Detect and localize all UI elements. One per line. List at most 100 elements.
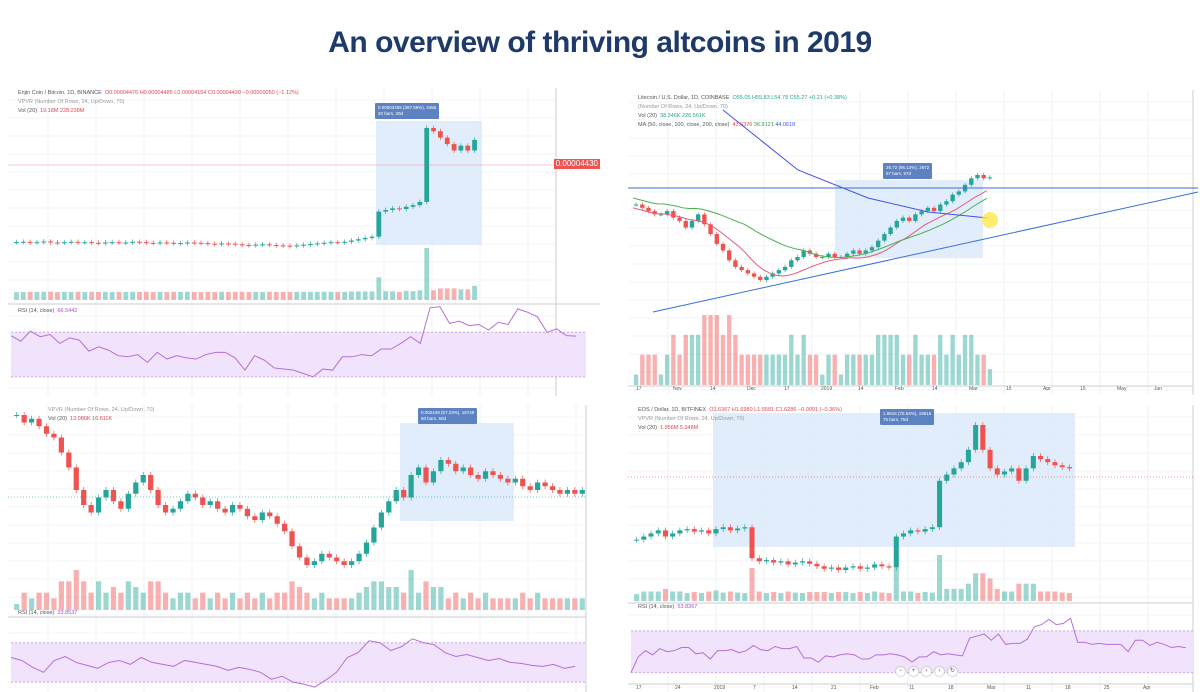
rsi-label[interactable]: RSI (14, close) [18, 610, 55, 616]
candle [89, 242, 95, 244]
volume-bar [652, 354, 657, 385]
volume-bar [226, 292, 231, 300]
chart-panel-bottom-left[interactable]: VPVR (Number Of Rows, 24, Up/Down, 70) V… [8, 405, 600, 692]
volume-bar [137, 292, 142, 300]
time-tick: Apr [1143, 685, 1151, 691]
volume-bar [876, 334, 881, 385]
candle [321, 242, 327, 244]
volume-bar [468, 592, 474, 610]
candle [893, 536, 899, 568]
candle [708, 224, 713, 235]
candle [289, 531, 295, 547]
volume-bar [564, 598, 571, 610]
candle [171, 242, 177, 244]
candle [438, 460, 444, 472]
chart-canvas[interactable] [628, 405, 1198, 692]
candle [505, 478, 511, 483]
chart-canvas[interactable] [8, 405, 600, 692]
rsi-band [11, 642, 586, 683]
chart-canvas[interactable] [628, 90, 1198, 395]
volume-bar [882, 334, 887, 385]
candle [348, 561, 355, 565]
candle [564, 490, 571, 494]
volume-bar [378, 581, 384, 610]
reset-button[interactable]: ↻ [948, 667, 957, 676]
zoom-out-button[interactable]: − [896, 667, 905, 676]
vol-label[interactable]: Vol (20) [18, 108, 37, 114]
volume-bar [683, 334, 688, 385]
time-tick: 17 [784, 386, 790, 392]
symbol-title[interactable]: EOS / Dollar, 1D, BITFINEX [638, 407, 707, 413]
vol-label[interactable]: Vol (20) [48, 416, 67, 422]
rsi-line [10, 638, 576, 688]
candle [813, 253, 819, 258]
candle [162, 505, 169, 513]
chart-canvas[interactable] [8, 88, 600, 396]
candle [720, 527, 726, 530]
volume-bar [893, 568, 899, 601]
volume-bar [267, 291, 272, 300]
vol-label[interactable]: Vol (20) [638, 113, 657, 119]
rsi-label[interactable]: RSI (14, close) [638, 604, 675, 610]
volume-bar [1009, 591, 1015, 601]
volume-bar [950, 334, 955, 385]
range-change: 26.72 (96.13%), 2672 [886, 165, 930, 170]
volume-bar [735, 592, 741, 601]
candle [96, 242, 101, 244]
candle [751, 273, 757, 277]
rsi-label[interactable]: RSI (14, close) [18, 308, 55, 314]
candle [451, 144, 457, 151]
volume-bar [140, 592, 146, 610]
vpvr-label[interactable]: VPVR (Number Of Rows, 24, Up/Down, 70) [18, 99, 125, 105]
vpvr-label[interactable]: VPVR (Number Of Rows, 24, Up/Down, 70) [638, 416, 745, 422]
chart-panel-enjin-btc[interactable]: Enjin Coin / Bitcoin, 1D, BINANCE O0.000… [8, 88, 600, 396]
vol-values: 19.18M 228.238M [40, 108, 85, 114]
candle [465, 145, 471, 151]
range-tooltip: 0.002449 (57.23%), 16749 50 bars, 50d [418, 408, 478, 424]
volume-bar [130, 291, 136, 300]
vpvr-label[interactable]: VPVR (Number Of Rows, 24, Up/Down, 70) [48, 407, 155, 413]
vpvr-label[interactable]: (Number Of Rows, 24, Up/Down, 70) [638, 104, 728, 110]
volume-bar [658, 374, 664, 385]
candle [872, 564, 878, 568]
candle [356, 553, 362, 562]
volume-bar [88, 592, 94, 610]
volume-bar [95, 581, 102, 610]
candle [403, 206, 409, 210]
vol-label[interactable]: Vol (20) [638, 425, 657, 431]
volume-bar [944, 354, 949, 385]
volume-bar [973, 573, 979, 601]
candle [851, 250, 856, 254]
volume-bar [758, 354, 763, 385]
time-tick: Mar [969, 386, 978, 392]
zoom-in-button[interactable]: + [909, 667, 918, 676]
ma-label[interactable]: MA (50, close, 100, close, 200, close) [638, 122, 730, 128]
ma100-line [632, 197, 988, 259]
candle [123, 242, 129, 244]
candle [259, 512, 265, 520]
chart-panel-litecoin-usd[interactable]: Litecoin / U.S. Dollar, 1D, COINBASE O55… [628, 90, 1198, 395]
candle [417, 201, 423, 206]
candle [776, 270, 782, 274]
volume-bar [987, 369, 993, 385]
candle [226, 243, 231, 245]
scroll-right-button[interactable]: › [935, 667, 944, 676]
volume-bar [356, 592, 362, 610]
symbol-title[interactable]: Enjin Coin / Bitcoin, 1D, BINANCE [18, 90, 102, 96]
candle [157, 242, 163, 244]
volume-bar [48, 291, 54, 300]
candle [191, 242, 197, 244]
candle [832, 253, 837, 258]
time-tick: 15 [1006, 386, 1012, 392]
chart-panel-eos-usd[interactable]: EOS / Dollar, 1D, BITFINEX O1.6367 H1.69… [628, 405, 1198, 692]
scroll-left-button[interactable]: ‹ [922, 667, 931, 676]
volume-bar [980, 573, 986, 601]
volume-bar [34, 292, 40, 300]
volume-bar [376, 277, 382, 300]
candle [664, 211, 670, 215]
volume-bar [403, 290, 409, 300]
symbol-title[interactable]: Litecoin / U.S. Dollar, 1D, COINBASE [638, 95, 730, 101]
volume-bar [415, 592, 422, 610]
volume-bar [14, 292, 19, 300]
volume-bar [460, 598, 466, 610]
